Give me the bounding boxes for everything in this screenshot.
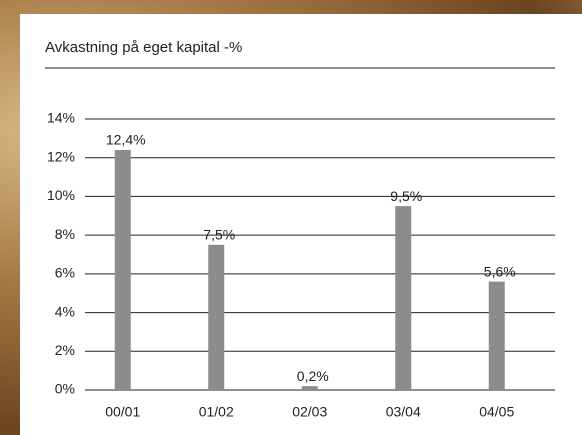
y-tick-label: 8%: [55, 226, 75, 242]
y-tick-label: 2%: [55, 342, 75, 358]
x-tick-label: 01/02: [199, 404, 234, 420]
y-tick-label: 14%: [47, 110, 75, 126]
bar: [488, 281, 505, 390]
bar: [114, 149, 131, 390]
y-tick-label: 4%: [55, 303, 75, 319]
bar: [395, 206, 412, 390]
y-tick-label: 12%: [47, 148, 75, 164]
y-tick-label: 10%: [47, 187, 75, 203]
y-tick-label: 6%: [55, 265, 75, 281]
y-tick-label: 0%: [55, 381, 75, 397]
chart-title: Avkastning på eget kapital -%: [45, 39, 242, 56]
value-label: 12,4%: [106, 132, 146, 148]
bar: [301, 386, 318, 390]
value-label: 9,5%: [390, 188, 422, 204]
panel: [20, 14, 582, 435]
value-label: 0,2%: [297, 368, 329, 384]
value-label: 5,6%: [484, 263, 516, 279]
value-label: 7,5%: [203, 227, 235, 243]
x-tick-label: 00/01: [105, 404, 140, 420]
x-tick-label: 03/04: [386, 404, 421, 420]
x-tick-label: 02/03: [292, 404, 327, 420]
bar: [208, 244, 225, 390]
x-tick-label: 04/05: [479, 404, 514, 420]
